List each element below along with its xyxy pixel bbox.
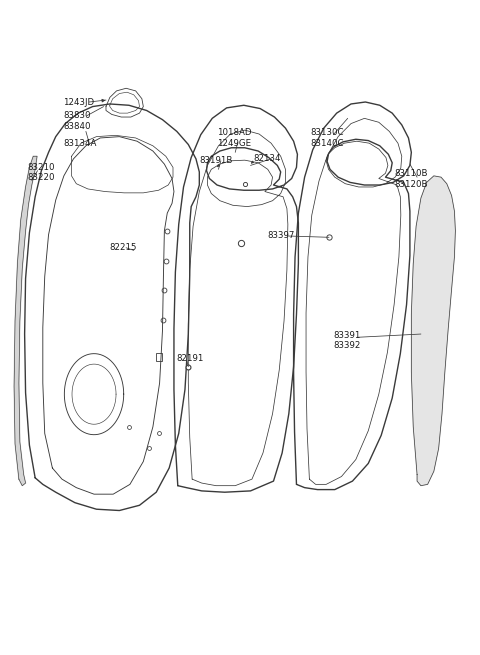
Text: 83840: 83840: [63, 122, 90, 131]
Text: 1243JD: 1243JD: [63, 98, 94, 107]
Text: 83140C: 83140C: [311, 139, 344, 147]
Text: 83120B: 83120B: [394, 180, 428, 189]
Text: 1249GE: 1249GE: [217, 139, 251, 147]
Text: 82215: 82215: [110, 243, 137, 252]
Text: 83397: 83397: [268, 231, 295, 240]
Text: 82134: 82134: [253, 155, 281, 163]
Polygon shape: [411, 176, 456, 485]
Text: 83134A: 83134A: [63, 139, 96, 147]
Text: 1018AD: 1018AD: [217, 128, 252, 138]
Text: 82191: 82191: [177, 354, 204, 364]
Polygon shape: [14, 157, 37, 485]
Text: 83130C: 83130C: [311, 128, 344, 138]
Text: 83391: 83391: [333, 331, 360, 340]
Text: 83220: 83220: [27, 174, 55, 182]
Text: 83392: 83392: [333, 341, 360, 350]
Text: 83210: 83210: [27, 163, 55, 172]
Text: 83110B: 83110B: [394, 170, 428, 178]
Bar: [156, 353, 161, 361]
Text: 83191B: 83191B: [199, 157, 233, 165]
Text: 83830: 83830: [63, 111, 90, 121]
